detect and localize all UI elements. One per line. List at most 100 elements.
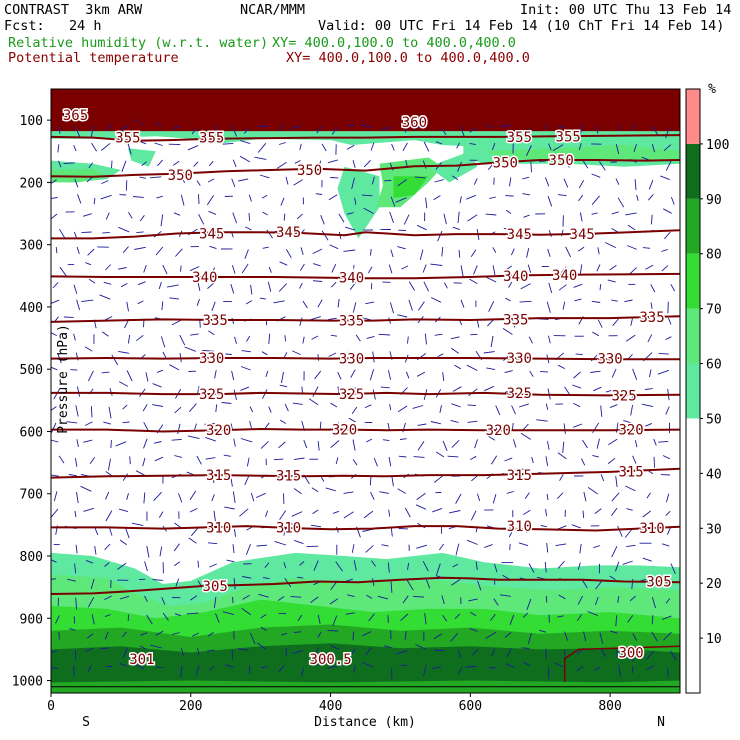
wind-vector — [84, 346, 93, 352]
wind-vector — [540, 525, 547, 528]
wind-vector — [209, 267, 216, 277]
wind-vector — [397, 405, 408, 413]
wind-vector — [74, 510, 77, 518]
wind-vector — [196, 455, 202, 465]
wind-vector — [665, 510, 671, 516]
wind-vector — [626, 508, 633, 511]
wind-vector — [631, 389, 636, 399]
wind-vector — [311, 487, 319, 493]
wind-vector — [452, 386, 462, 392]
wind-vector — [571, 524, 581, 529]
wind-vector — [511, 422, 514, 431]
org-label: NCAR/MMM — [240, 2, 306, 18]
wind-vector — [647, 334, 653, 343]
wind-vector — [122, 404, 128, 410]
wind-vector — [626, 544, 636, 548]
wind-vector — [476, 319, 480, 328]
wind-vector — [117, 562, 127, 570]
wind-vector — [249, 632, 256, 645]
wind-vector — [139, 176, 146, 179]
wind-vector — [198, 194, 200, 205]
wind-vector — [141, 161, 147, 166]
wind-vector — [651, 631, 658, 642]
wind-vector — [504, 370, 513, 374]
wind-vector — [579, 543, 582, 554]
wind-vector — [249, 420, 252, 429]
wind-vector — [241, 607, 251, 616]
wind-vector — [104, 614, 111, 618]
wind-vector — [109, 388, 113, 396]
wind-vector — [486, 367, 496, 371]
wind-vector — [51, 197, 58, 199]
theta-label: 355 — [556, 129, 581, 145]
wind-vector — [520, 385, 529, 393]
wind-vector — [276, 161, 287, 169]
theta-contour-330 — [51, 356, 680, 361]
wind-vector — [129, 456, 131, 465]
wind-vector — [126, 301, 129, 312]
wind-vector — [350, 386, 357, 391]
plot-frame — [50, 88, 681, 694]
wind-vector — [557, 194, 567, 197]
wind-vector — [317, 354, 319, 361]
model-title: CONTRAST 3km ARW — [4, 2, 143, 18]
wind-vector — [51, 332, 58, 336]
wind-vector — [347, 594, 355, 598]
wind-vector — [455, 543, 460, 556]
wind-vector — [554, 662, 563, 668]
wind-vector — [248, 194, 252, 202]
wind-vector — [662, 208, 672, 214]
wind-vector — [285, 647, 287, 657]
wind-vector — [312, 386, 319, 397]
wind-vector — [636, 194, 639, 201]
wind-vector — [615, 476, 618, 488]
wind-vector — [211, 494, 215, 502]
wind-vector — [617, 596, 620, 603]
wind-vector — [137, 281, 146, 286]
wind-vector — [90, 578, 95, 590]
wind-vector — [209, 245, 217, 250]
wind-vector — [363, 207, 374, 214]
wind-vector — [557, 452, 567, 460]
wind-vector — [362, 662, 374, 668]
wind-vector — [390, 249, 394, 258]
wind-vector — [317, 614, 321, 624]
wind-vector — [576, 614, 583, 621]
wind-vector — [382, 439, 390, 442]
wind-vector — [371, 176, 375, 185]
valid-time: Valid: 00 UTC Fri 14 Feb 14 (10 ChT Fri … — [318, 18, 725, 34]
wind-vector — [373, 457, 378, 467]
wind-vector — [139, 215, 145, 222]
theta-label: 355 — [199, 131, 224, 147]
theta-label: 335 — [503, 312, 528, 328]
wind-vector — [107, 458, 111, 471]
wind-vector — [594, 666, 601, 671]
wind-vector — [278, 441, 286, 449]
wind-vector — [499, 594, 511, 597]
wind-vector — [303, 440, 308, 449]
wind-vector — [319, 421, 322, 430]
wind-vector — [477, 580, 482, 591]
wind-vector — [214, 370, 217, 379]
wind-vector — [488, 667, 497, 669]
wind-vector — [51, 422, 57, 434]
wind-vector — [279, 261, 288, 266]
wind-vector — [509, 177, 512, 187]
wind-vector — [646, 650, 654, 660]
wind-vector — [641, 403, 654, 408]
wind-vector — [169, 297, 180, 300]
wind-vector — [312, 248, 323, 255]
wind-vector — [577, 246, 585, 252]
wind-vector — [321, 230, 329, 241]
axes-layer: 100 200 300 400 500 600 700 800 900 1000 0 200 400 60… — [12, 88, 681, 714]
wind-vector — [348, 417, 356, 423]
wind-vector — [491, 142, 496, 151]
wind-vector — [519, 403, 529, 408]
wind-vector — [83, 507, 95, 512]
wind-vector — [483, 351, 495, 354]
wind-vector — [213, 596, 217, 609]
wind-vector — [599, 161, 606, 171]
wind-vector — [268, 266, 272, 273]
rh-upper-region — [428, 151, 478, 183]
wind-vector — [663, 631, 672, 641]
